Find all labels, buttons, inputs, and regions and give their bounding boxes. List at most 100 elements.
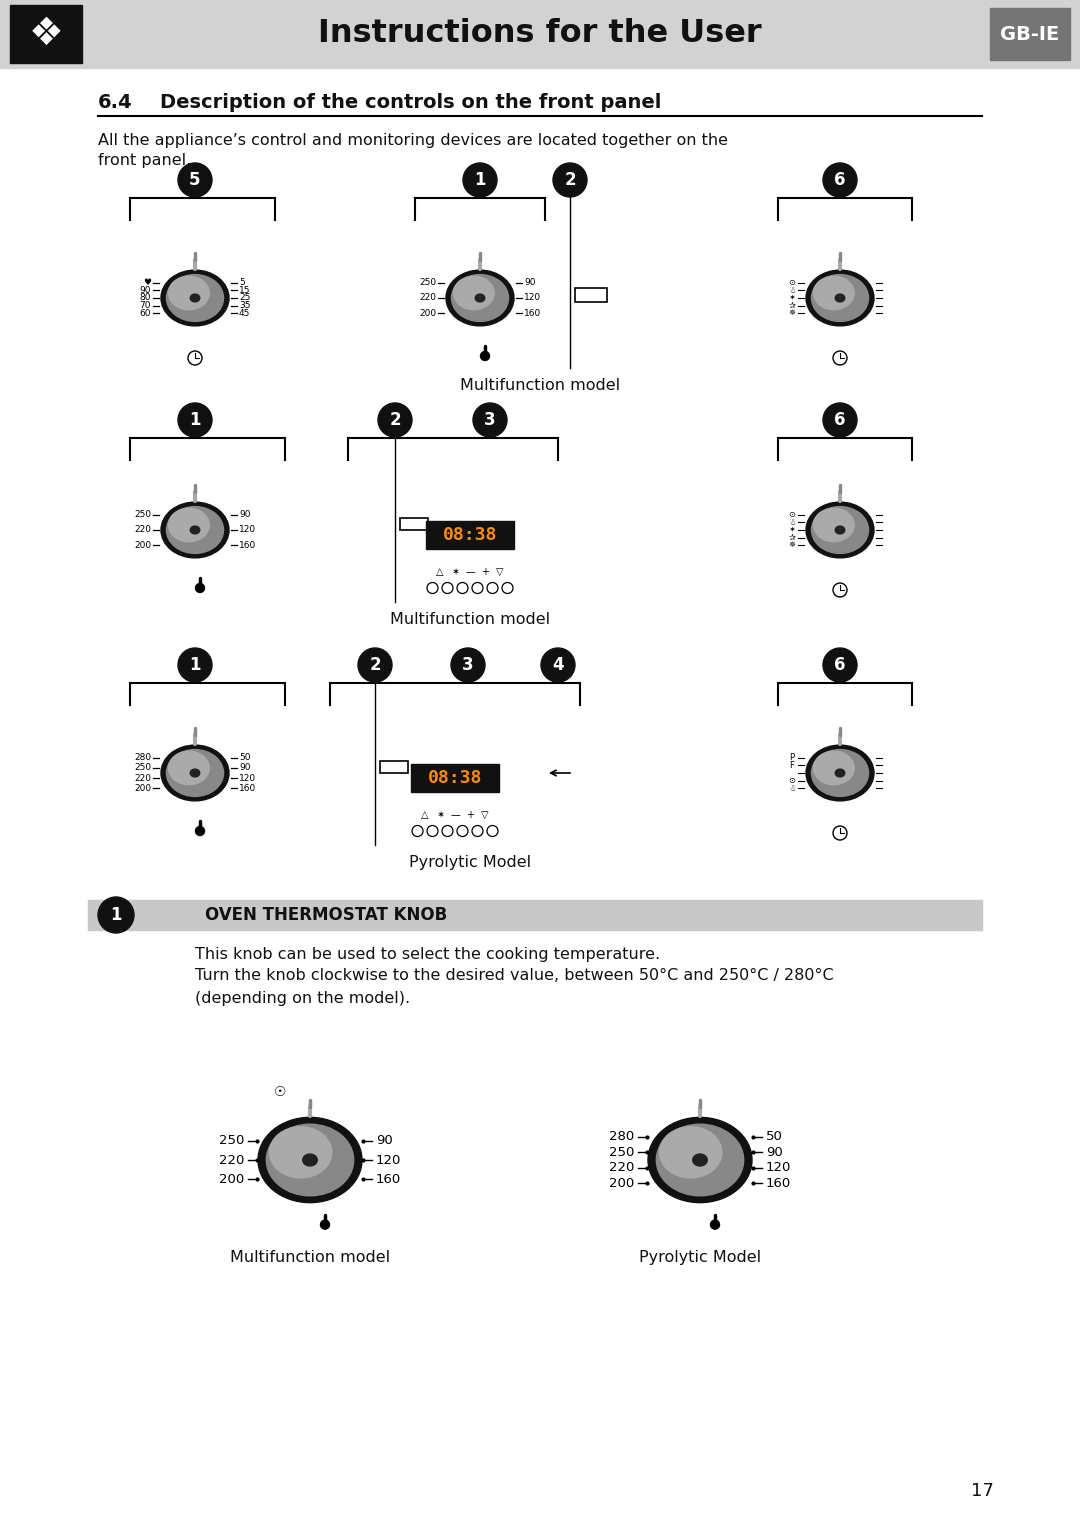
Ellipse shape bbox=[166, 506, 224, 553]
Text: 90: 90 bbox=[239, 763, 251, 772]
Text: 160: 160 bbox=[766, 1177, 792, 1190]
Text: 120: 120 bbox=[239, 526, 256, 535]
Ellipse shape bbox=[811, 275, 868, 321]
Text: △: △ bbox=[436, 567, 444, 576]
Circle shape bbox=[195, 827, 204, 835]
Text: 80: 80 bbox=[139, 294, 151, 303]
Text: 3: 3 bbox=[462, 656, 474, 674]
Text: 160: 160 bbox=[524, 309, 541, 318]
Circle shape bbox=[98, 898, 134, 933]
Ellipse shape bbox=[835, 294, 845, 301]
Text: ✰: ✰ bbox=[788, 301, 796, 310]
Circle shape bbox=[442, 583, 453, 593]
Text: △: △ bbox=[421, 810, 429, 820]
Text: 280: 280 bbox=[134, 754, 151, 761]
Text: 220: 220 bbox=[218, 1153, 244, 1167]
Ellipse shape bbox=[168, 508, 210, 541]
Text: 6: 6 bbox=[834, 171, 846, 190]
Bar bbox=[10, 5, 82, 63]
Text: 17: 17 bbox=[971, 1482, 994, 1500]
Circle shape bbox=[823, 404, 858, 437]
Text: 5: 5 bbox=[189, 171, 201, 190]
Text: 90: 90 bbox=[524, 278, 536, 287]
Text: ▽: ▽ bbox=[482, 810, 489, 820]
Ellipse shape bbox=[835, 526, 845, 534]
Text: OVEN THERMOSTAT KNOB: OVEN THERMOSTAT KNOB bbox=[205, 907, 447, 924]
Text: —: — bbox=[450, 810, 460, 820]
Circle shape bbox=[178, 404, 212, 437]
Text: ▽: ▽ bbox=[496, 567, 503, 576]
Text: Instructions for the User: Instructions for the User bbox=[319, 18, 761, 49]
Text: 160: 160 bbox=[239, 784, 256, 794]
Text: +: + bbox=[481, 567, 489, 576]
Text: 4: 4 bbox=[552, 656, 564, 674]
Circle shape bbox=[463, 164, 497, 197]
Text: 6: 6 bbox=[834, 656, 846, 674]
Ellipse shape bbox=[835, 769, 845, 777]
Text: —: — bbox=[465, 567, 475, 576]
Ellipse shape bbox=[811, 749, 868, 797]
Circle shape bbox=[473, 404, 507, 437]
Text: ✶: ✶ bbox=[788, 294, 796, 303]
Circle shape bbox=[321, 1220, 329, 1229]
Text: Multifunction model: Multifunction model bbox=[390, 613, 550, 627]
Ellipse shape bbox=[806, 745, 874, 801]
Text: F: F bbox=[789, 761, 795, 769]
Circle shape bbox=[357, 648, 392, 682]
Circle shape bbox=[502, 583, 513, 593]
Text: 45: 45 bbox=[239, 309, 251, 318]
Text: 90: 90 bbox=[766, 1145, 783, 1159]
Ellipse shape bbox=[475, 294, 485, 301]
Text: Pyrolytic Model: Pyrolytic Model bbox=[639, 1251, 761, 1264]
Text: ✶: ✶ bbox=[451, 567, 459, 576]
Text: 280: 280 bbox=[609, 1130, 634, 1144]
Circle shape bbox=[553, 164, 588, 197]
Ellipse shape bbox=[451, 275, 509, 321]
Text: 35: 35 bbox=[239, 301, 251, 310]
Text: P: P bbox=[789, 754, 795, 761]
Text: Multifunction model: Multifunction model bbox=[460, 379, 620, 393]
Text: 3: 3 bbox=[484, 411, 496, 430]
Circle shape bbox=[457, 583, 468, 593]
Text: ✰: ✰ bbox=[788, 534, 796, 543]
Text: ✶: ✶ bbox=[788, 526, 796, 535]
Text: 1: 1 bbox=[110, 907, 122, 924]
Ellipse shape bbox=[190, 526, 200, 534]
Text: 200: 200 bbox=[219, 1173, 244, 1185]
Circle shape bbox=[411, 826, 423, 836]
Text: 90: 90 bbox=[376, 1135, 393, 1147]
Ellipse shape bbox=[692, 1154, 707, 1167]
Text: 250: 250 bbox=[218, 1135, 244, 1147]
Text: ❖: ❖ bbox=[28, 15, 64, 54]
Circle shape bbox=[823, 164, 858, 197]
Text: 50: 50 bbox=[239, 754, 251, 761]
Text: All the appliance’s control and monitoring devices are located together on the: All the appliance’s control and monitori… bbox=[98, 133, 728, 147]
Bar bbox=[87, 901, 982, 930]
Ellipse shape bbox=[806, 502, 874, 558]
Ellipse shape bbox=[454, 277, 495, 310]
Circle shape bbox=[451, 648, 485, 682]
Text: 90: 90 bbox=[239, 511, 251, 520]
Text: 50: 50 bbox=[766, 1130, 783, 1144]
Text: ⊙: ⊙ bbox=[788, 777, 796, 786]
Text: (depending on the model).: (depending on the model). bbox=[195, 991, 410, 1006]
Circle shape bbox=[427, 583, 438, 593]
Ellipse shape bbox=[190, 294, 200, 301]
Text: Turn the knob clockwise to the desired value, between 50°C and 250°C / 280°C: Turn the knob clockwise to the desired v… bbox=[195, 968, 834, 983]
Text: ☃: ☃ bbox=[788, 518, 796, 528]
Circle shape bbox=[541, 648, 575, 682]
Circle shape bbox=[472, 583, 483, 593]
Ellipse shape bbox=[161, 745, 229, 801]
Text: 120: 120 bbox=[239, 774, 256, 783]
Text: +: + bbox=[465, 810, 474, 820]
Ellipse shape bbox=[166, 749, 224, 797]
Text: This knob can be used to select the cooking temperature.: This knob can be used to select the cook… bbox=[195, 946, 660, 962]
Circle shape bbox=[457, 826, 468, 836]
Circle shape bbox=[195, 584, 204, 593]
Text: 250: 250 bbox=[419, 278, 436, 287]
Text: Multifunction model: Multifunction model bbox=[230, 1251, 390, 1264]
Text: front panel.: front panel. bbox=[98, 153, 191, 168]
Text: ⊙: ⊙ bbox=[788, 278, 796, 287]
Text: 120: 120 bbox=[376, 1153, 402, 1167]
Circle shape bbox=[178, 648, 212, 682]
